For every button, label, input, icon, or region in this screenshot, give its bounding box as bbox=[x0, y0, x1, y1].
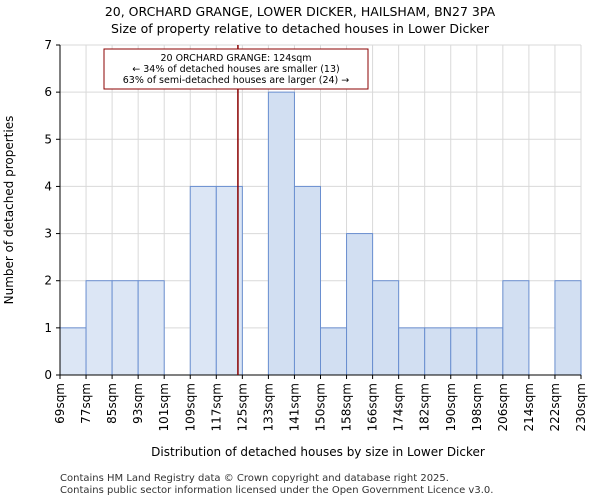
y-tick-label: 1 bbox=[44, 321, 52, 335]
bar-141sqm bbox=[293, 185, 322, 376]
y-tick-label: 6 bbox=[44, 85, 52, 99]
x-tick-label: 69sqm bbox=[53, 383, 67, 424]
bar-133sqm bbox=[267, 91, 295, 376]
bar-182sqm bbox=[424, 327, 452, 376]
bar-198sqm bbox=[476, 327, 504, 376]
y-axis-label: Number of detached properties bbox=[2, 116, 16, 305]
axis-layer: 0 1 2 3 4 5 6 7 69sqm 77sqm 85sqm 93sqm 101sqm 109sqm… bbox=[44, 38, 588, 431]
x-tick-label: 174sqm bbox=[392, 383, 406, 431]
bar-190sqm bbox=[450, 327, 478, 376]
chart-title: 20, ORCHARD GRANGE, LOWER DICKER, HAILSH… bbox=[105, 4, 496, 19]
chart-subtitle: Size of property relative to detached ho… bbox=[111, 21, 490, 36]
bar-174sqm bbox=[398, 327, 426, 376]
x-tick-label: 133sqm bbox=[261, 383, 275, 431]
x-axis-label: Distribution of detached houses by size … bbox=[151, 445, 485, 459]
bar-85sqm bbox=[111, 280, 139, 376]
bar-166sqm bbox=[372, 280, 400, 376]
x-tick-label: 206sqm bbox=[496, 383, 510, 431]
marker-layer: 20 ORCHARD GRANGE: 124sqm← 34% of detach… bbox=[103, 45, 369, 375]
x-tick-label: 158sqm bbox=[340, 383, 354, 431]
x-tick-label: 222sqm bbox=[548, 383, 562, 431]
bar-222sqm bbox=[554, 280, 582, 376]
annotation-line-1: 20 ORCHARD GRANGE: 124sqm bbox=[160, 53, 311, 64]
x-tick-label: 230sqm bbox=[574, 383, 588, 431]
bar-150sqm bbox=[320, 327, 348, 376]
x-tick-label: 182sqm bbox=[418, 383, 432, 431]
y-tick-label: 4 bbox=[44, 179, 52, 193]
annotation-line-2: ← 34% of detached houses are smaller (13… bbox=[132, 64, 339, 75]
x-tick-label: 198sqm bbox=[470, 383, 484, 431]
bar-109sqm bbox=[189, 185, 217, 376]
x-tick-label: 77sqm bbox=[79, 383, 93, 424]
x-tick-label: 125sqm bbox=[235, 383, 249, 431]
annotation-line-3: 63% of semi-detached houses are larger (… bbox=[123, 75, 350, 86]
y-tick-label: 0 bbox=[44, 368, 52, 382]
y-tick-label: 5 bbox=[44, 132, 52, 146]
bar-158sqm bbox=[346, 233, 374, 376]
y-tick-label: 7 bbox=[44, 38, 52, 52]
footer-line-1: Contains HM Land Registry data © Crown c… bbox=[60, 473, 449, 484]
footer-line-2: Contains public sector information licen… bbox=[60, 485, 494, 496]
annotation-box bbox=[103, 48, 369, 90]
x-tick-label: 190sqm bbox=[444, 383, 458, 431]
x-tick-label: 141sqm bbox=[287, 383, 301, 431]
y-tick-label: 2 bbox=[44, 274, 52, 288]
x-tick-label: 166sqm bbox=[366, 383, 380, 431]
x-tick-label: 109sqm bbox=[183, 383, 197, 431]
x-tick-label: 214sqm bbox=[522, 383, 536, 431]
x-tick-label: 101sqm bbox=[157, 383, 171, 431]
x-tick-label: 85sqm bbox=[105, 383, 119, 424]
bar-93sqm bbox=[137, 280, 165, 376]
x-tick-label: 93sqm bbox=[131, 383, 145, 424]
y-tick-label: 3 bbox=[44, 227, 52, 241]
bar-77sqm bbox=[85, 280, 113, 376]
bars-layer bbox=[59, 91, 582, 376]
x-tick-label: 117sqm bbox=[209, 383, 223, 431]
x-tick-label: 150sqm bbox=[314, 383, 328, 431]
bar-69sqm bbox=[59, 327, 87, 376]
bar-206sqm bbox=[502, 280, 530, 376]
